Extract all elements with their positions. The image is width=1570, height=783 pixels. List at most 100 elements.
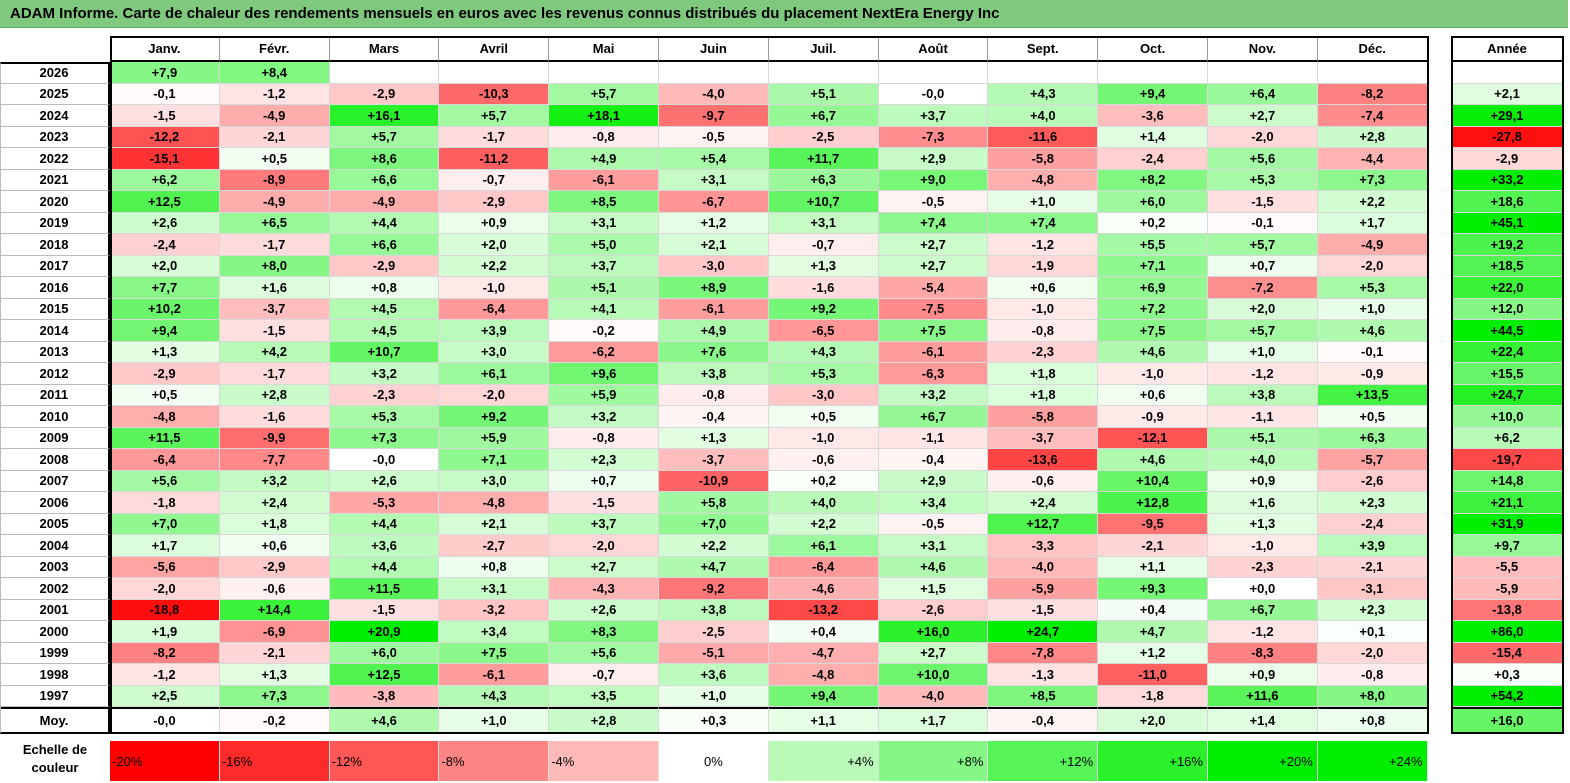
heatmap-cell: +3,8 <box>659 363 769 385</box>
heatmap-cell: +2,6 <box>110 212 220 234</box>
heatmap-cell: +2,8 <box>219 384 330 406</box>
heatmap-cell: -3,8 <box>329 685 440 707</box>
heatmap-cell: +2,7 <box>878 642 989 664</box>
heatmap-cell: +7,3 <box>329 427 440 449</box>
heatmap-cell: +3,6 <box>329 535 440 557</box>
heatmap-cell: -3,1 <box>1317 578 1428 600</box>
heatmap-cell: +4,4 <box>329 212 440 234</box>
year-label: 2010 <box>0 406 110 428</box>
heatmap-cell: +2,0 <box>1208 298 1318 320</box>
heatmap-cell: -0,8 <box>988 320 1099 342</box>
year-label: 2019 <box>0 212 110 234</box>
heatmap-cell: +4,0 <box>768 492 879 514</box>
year-total-cell: -27,8 <box>1451 126 1564 148</box>
heatmap-cell: +7,7 <box>110 277 220 299</box>
heatmap-cell: -3,6 <box>1098 105 1208 127</box>
year-total-cell: -5,9 <box>1451 578 1564 600</box>
heatmap-cell: +4,3 <box>439 685 550 707</box>
heatmap-cell: -5,3 <box>329 492 440 514</box>
heatmap-cell: -2,9 <box>219 556 330 578</box>
heatmap-cell: +11,5 <box>329 578 440 600</box>
heatmap-cell: +2,4 <box>988 492 1099 514</box>
year-label: 2007 <box>0 470 110 492</box>
heatmap-cell: -11,2 <box>439 148 550 170</box>
heatmap-cell: +9,3 <box>1098 578 1208 600</box>
heatmap-cell: +3,7 <box>878 105 989 127</box>
heatmap-cell: +4,0 <box>1208 449 1318 471</box>
average-cell: +2,8 <box>549 707 659 734</box>
color-scale-stop: +4% <box>768 741 879 781</box>
heatmap-cell: -4,8 <box>988 169 1099 191</box>
year-total-cell: -19,7 <box>1451 449 1564 471</box>
heatmap-cell: +6,0 <box>1098 191 1208 213</box>
heatmap-cell: -2,7 <box>439 535 550 557</box>
heatmap-cell: +6,1 <box>768 535 879 557</box>
heatmap-cell: +9,6 <box>549 363 659 385</box>
heatmap-cell: +4,7 <box>1098 621 1208 643</box>
heatmap-cell: +1,3 <box>110 341 220 363</box>
heatmap-cell: +6,7 <box>878 406 989 428</box>
heatmap-cell: +6,3 <box>768 169 879 191</box>
year-total-cell: -5,5 <box>1451 556 1564 578</box>
heatmap-cell: +0,2 <box>1098 212 1208 234</box>
heatmap-cell: +4,9 <box>659 320 769 342</box>
heatmap-cell: -4,9 <box>329 191 440 213</box>
heatmap-cell: +1,8 <box>988 363 1099 385</box>
heatmap-cell: +7,0 <box>659 513 769 535</box>
heatmap-cell: +0,6 <box>988 277 1099 299</box>
heatmap-cell: +5,3 <box>1317 277 1428 299</box>
heatmap-cell: +5,7 <box>439 105 550 127</box>
heatmap-cell: +1,5 <box>878 578 989 600</box>
heatmap-cell: -1,0 <box>988 298 1099 320</box>
heatmap-cell: -1,5 <box>219 320 330 342</box>
heatmap-cell: -5,1 <box>659 642 769 664</box>
heatmap-cell: -0,7 <box>439 169 550 191</box>
year-total-header: Année <box>1451 36 1564 62</box>
heatmap-cell: -0,8 <box>1317 664 1428 686</box>
year-total-cell: +29,1 <box>1451 105 1564 127</box>
year-label: 2008 <box>0 449 110 471</box>
heatmap-cell: +3,6 <box>659 664 769 686</box>
heatmap-cell: -3,0 <box>768 384 879 406</box>
year-total-cell: +15,5 <box>1451 363 1564 385</box>
heatmap-cell: +6,2 <box>110 169 220 191</box>
heatmap-cell: +4,6 <box>1098 449 1208 471</box>
heatmap-cell: +11,7 <box>768 148 879 170</box>
heatmap-cell: -4,6 <box>768 578 879 600</box>
heatmap-cell: +5,3 <box>1208 169 1318 191</box>
heatmap-cell: -0,8 <box>549 427 659 449</box>
heatmap-cell: +5,0 <box>549 234 659 256</box>
heatmap-cell: +1,0 <box>1317 298 1428 320</box>
heatmap-cell: -9,9 <box>219 427 330 449</box>
heatmap-cell: -0,1 <box>1208 212 1318 234</box>
heatmap-cell: +2,7 <box>1208 105 1318 127</box>
color-scale-stop: +12% <box>988 741 1099 781</box>
year-label: 1998 <box>0 664 110 686</box>
heatmap-cell: -1,2 <box>988 234 1099 256</box>
month-header: Mai <box>549 36 659 62</box>
heatmap-cell: +12,5 <box>329 664 440 686</box>
heatmap-cell: -0,2 <box>549 320 659 342</box>
month-header: Oct. <box>1098 36 1208 62</box>
heatmap-cell: -2,0 <box>1208 126 1318 148</box>
heatmap-cell: -0,9 <box>1317 363 1428 385</box>
average-cell: +2,0 <box>1098 707 1208 734</box>
report-title: ADAM Informe. Carte de chaleur des rende… <box>0 0 1568 28</box>
heatmap-cell: -0,5 <box>659 126 769 148</box>
heatmap-cell: +3,2 <box>329 363 440 385</box>
heatmap-cell: +16,0 <box>878 621 989 643</box>
average-cell: +1,0 <box>439 707 550 734</box>
heatmap-cell <box>1098 62 1208 84</box>
heatmap-cell: -2,9 <box>329 83 440 105</box>
color-scale-stop: -16% <box>219 741 330 781</box>
heatmap-cell: -18,8 <box>110 599 220 621</box>
heatmap-cell: -2,5 <box>768 126 879 148</box>
heatmap-cell: +2,8 <box>1317 126 1428 148</box>
heatmap-cell: +3,5 <box>549 685 659 707</box>
heatmap-cell: +2,9 <box>878 470 989 492</box>
year-label: 2020 <box>0 191 110 213</box>
heatmap-cell: +7,0 <box>110 513 220 535</box>
heatmap-cell: +6,9 <box>1098 277 1208 299</box>
heatmap-cell: -7,4 <box>1317 105 1428 127</box>
heatmap-cell: -4,8 <box>768 664 879 686</box>
